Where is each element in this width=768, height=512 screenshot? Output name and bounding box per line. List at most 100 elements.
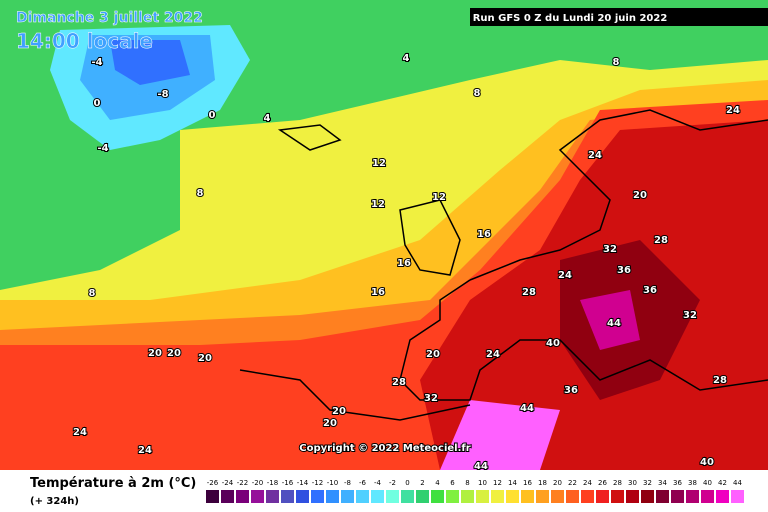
scale-swatch — [566, 490, 579, 503]
scale-swatch — [581, 490, 594, 503]
contour-label: 4 — [264, 113, 271, 124]
scale-label: -14 — [297, 479, 309, 487]
scale-swatch — [221, 490, 234, 503]
scale-swatch — [236, 490, 249, 503]
scale-swatch — [551, 490, 564, 503]
scale-swatch — [251, 490, 264, 503]
scale-swatch — [461, 490, 474, 503]
contour-label: 36 — [643, 285, 657, 296]
scale-swatch — [641, 490, 654, 503]
scale-label: -6 — [359, 479, 367, 487]
legend-title: Température à 2m (°C) — [30, 476, 196, 491]
contour-label: 20 — [323, 418, 337, 429]
scale-label: 40 — [703, 479, 712, 487]
scale-label: 8 — [465, 479, 469, 487]
hot-zone — [440, 400, 560, 470]
contour-label: 32 — [683, 310, 697, 321]
contour-label: 24 — [73, 427, 87, 438]
contour-label: 4 — [403, 53, 410, 64]
scale-swatch — [281, 490, 294, 503]
contour-label: 24 — [558, 270, 572, 281]
copyright: Copyright © 2022 Meteociel.fr — [299, 443, 470, 454]
contour-label: 44 — [520, 403, 534, 414]
scale-swatch — [416, 490, 429, 503]
scale-label: 4 — [435, 479, 440, 487]
scale-label: 10 — [478, 479, 487, 487]
scale-swatch — [626, 490, 639, 503]
scale-label: -18 — [267, 479, 278, 487]
contour-label: 24 — [486, 349, 500, 360]
scale-swatch — [386, 490, 399, 503]
scale-swatch — [491, 490, 504, 503]
contour-label: -8 — [157, 89, 168, 100]
contour-label: 8 — [613, 57, 620, 68]
scale-swatch — [431, 490, 444, 503]
scale-swatch — [296, 490, 309, 503]
scale-label: 22 — [568, 479, 577, 487]
scale-label: -16 — [282, 479, 294, 487]
scale-label: -10 — [327, 479, 338, 487]
scale-swatch — [611, 490, 624, 503]
contour-label: 24 — [138, 445, 152, 456]
scale-swatch — [521, 490, 534, 503]
scale-label: -24 — [222, 479, 234, 487]
contour-label: 20 — [332, 406, 346, 417]
scale-label: 42 — [718, 479, 727, 487]
contour-label: 20 — [633, 190, 647, 201]
scale-swatch — [536, 490, 549, 503]
run-box — [470, 8, 768, 26]
scale-label: 16 — [523, 479, 532, 487]
scale-label: 34 — [658, 479, 667, 487]
coastlines — [239, 109, 768, 421]
contour-label: 28 — [392, 377, 406, 388]
run-info: Run GFS 0 Z du Lundi 20 juin 2022 — [473, 13, 668, 24]
contour-label: 36 — [617, 265, 631, 276]
contour-label: 24 — [726, 105, 740, 116]
scale-swatch — [356, 490, 369, 503]
contour-label: 12 — [372, 158, 386, 169]
contour-label: 28 — [654, 235, 668, 246]
scale-label: 44 — [733, 479, 742, 487]
scale-label: 18 — [538, 479, 547, 487]
scale-label: 20 — [553, 479, 562, 487]
scale-label: -26 — [207, 479, 219, 487]
scale-swatch — [596, 490, 609, 503]
contour-label: -4 — [97, 143, 108, 154]
time: 14:00 locale — [16, 29, 153, 53]
contour-label: 36 — [564, 385, 578, 396]
contour-label: 40 — [700, 457, 714, 468]
scale-swatch — [671, 490, 684, 503]
scale-swatch — [731, 490, 744, 503]
hot-zone — [580, 290, 640, 350]
contour-label: 8 — [197, 188, 204, 199]
contour-label: 20 — [198, 353, 212, 364]
contour-label: 16 — [371, 287, 385, 298]
scale-label: 28 — [613, 479, 622, 487]
scale-label: -22 — [237, 479, 248, 487]
contour-label: 0 — [209, 110, 216, 121]
scale-swatch — [266, 490, 279, 503]
scale-swatch — [686, 490, 699, 503]
contour-label: 44 — [607, 318, 621, 329]
contour-label: -4 — [91, 57, 102, 68]
contour-label: 20 — [148, 348, 162, 359]
scale-swatch — [701, 490, 714, 503]
scale-label: 14 — [508, 479, 517, 487]
contour-label: 12 — [432, 192, 446, 203]
contour-label: 8 — [89, 288, 96, 299]
contour-label: 28 — [522, 287, 536, 298]
date: Dimanche 3 juillet 2022 — [16, 10, 203, 26]
contour-label: 20 — [426, 349, 440, 360]
scale-label: 36 — [673, 479, 682, 487]
contour-label: 12 — [371, 199, 385, 210]
contour-label: 24 — [588, 150, 602, 161]
scale-label: -8 — [344, 479, 351, 487]
scale-swatch — [326, 490, 339, 503]
scale-label: 2 — [420, 479, 424, 487]
contour-label: 20 — [167, 348, 181, 359]
scale-swatch — [341, 490, 354, 503]
contour-label: 8 — [474, 88, 481, 99]
scale-swatch — [206, 490, 219, 503]
